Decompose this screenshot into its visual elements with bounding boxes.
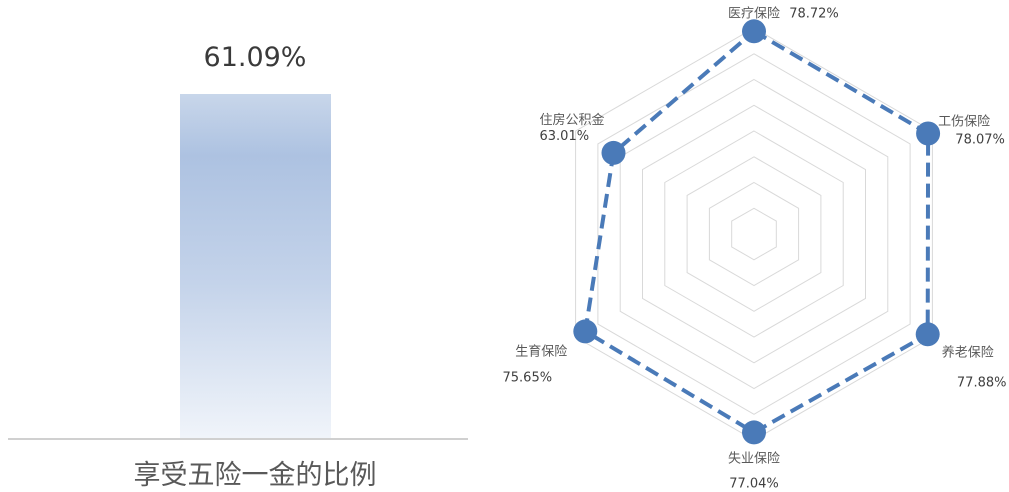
radar-grid-ring [597, 53, 911, 415]
bar-chart: 61.09% 享受五险一金的比例 [8, 42, 468, 491]
radar-grid-ring [619, 78, 889, 390]
radar-point-3 [742, 420, 766, 445]
radar-point-1 [916, 121, 941, 146]
radar-axis-label-0: 医疗保险 [728, 6, 780, 21]
radar-point-2 [915, 322, 940, 347]
radar-value-label-3: 77.04% [729, 476, 779, 491]
bar-value-label: 61.09% [204, 42, 307, 73]
radar-value-label-4: 75.65% [503, 370, 553, 385]
radar-point-4 [573, 319, 598, 344]
radar-axis-label-4: 生育保险 [515, 343, 567, 359]
radar-labels: 医疗保险 78.72% 工伤保险 78.07% 养老保险 77.88% 失业保险 77.04%… [503, 6, 1007, 491]
radar-point-0 [742, 19, 766, 44]
radar-grid-ring [642, 104, 866, 364]
bar-category-label: 享受五险一金的比例 [134, 460, 377, 491]
radar-value-label-2: 77.88% [957, 375, 1007, 390]
radar-grid-ring [708, 181, 800, 287]
radar-axis-label-2: 养老保险 [942, 344, 994, 360]
radar-grid-ring [686, 156, 822, 312]
bar-share-five-insurance [180, 94, 331, 438]
radar-axis-label-1: 工伤保险 [938, 115, 990, 130]
radar-value-label-1: 78.07% [955, 133, 1005, 148]
radar-grid-ring [575, 27, 933, 441]
radar-point-5 [601, 140, 626, 165]
radar-grid-ring [731, 207, 777, 261]
radar-grid [575, 27, 933, 441]
radar-value-label-0: 78.72% [789, 6, 839, 21]
radar-series [573, 19, 941, 445]
radar-value-label-5: 63.01% [540, 129, 590, 144]
radar-grid-ring [664, 130, 844, 338]
radar-axis-label-3: 失业保险 [728, 451, 780, 466]
radar-axis-label-5: 住房公积金 [540, 112, 605, 128]
radar-chart: 医疗保险 78.72% 工伤保险 78.07% 养老保险 77.88% 失业保险 77.04%… [503, 6, 1007, 491]
